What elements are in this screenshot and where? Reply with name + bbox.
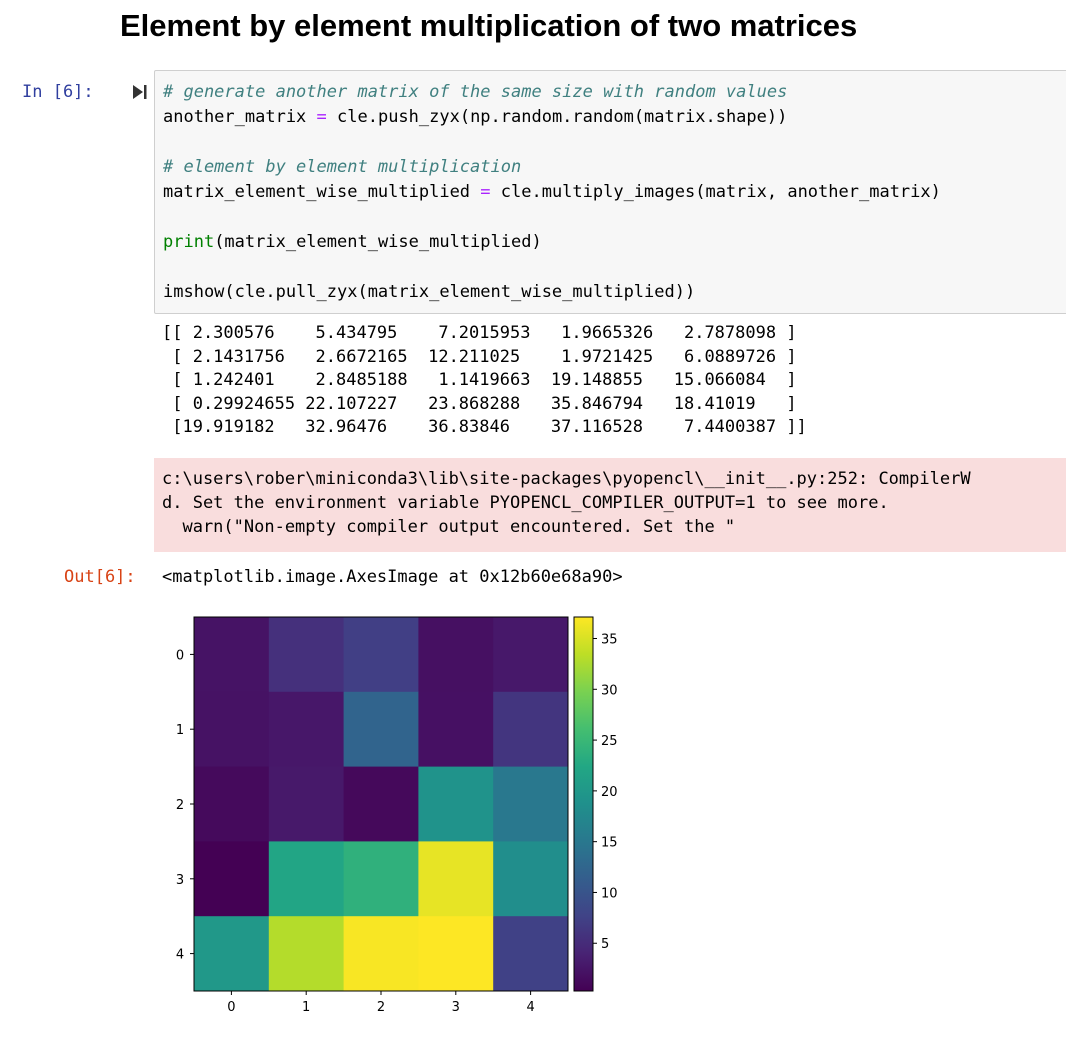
code-token: imshow(cle.pull_zyx(matrix_element_wise_… <box>163 282 696 302</box>
heatmap-plot: 0 1 2 3 4 0 1 2 3 4 5 10 15 20 25 30 35 <box>176 616 618 1015</box>
heatmap-cell <box>493 691 569 768</box>
colorbar <box>573 616 594 992</box>
stdout-output: [[ 2.300576 5.434795 7.2015953 1.9665326… <box>162 323 807 437</box>
stderr-line: c:\users\rober\miniconda3\lib\site-packa… <box>162 469 971 489</box>
stderr-line: d. Set the environment variable PYOPENCL… <box>162 493 889 513</box>
code-comment: # element by element multiplication <box>163 157 522 177</box>
colorbar-tick-label: 15 <box>601 836 618 851</box>
heatmap-cell <box>194 916 270 992</box>
y-tick-label: 0 <box>176 648 184 663</box>
heatmap-cell <box>418 841 494 917</box>
input-prompt: In [6]: <box>22 82 94 102</box>
heatmap-cell <box>343 691 419 768</box>
code-input-area[interactable]: # generate another matrix of the same si… <box>154 70 1066 314</box>
code-line: # generate another matrix of the same si… <box>163 80 787 105</box>
section-heading: Element by element multiplication of two… <box>120 8 858 43</box>
code-line: another_matrix = cle.push_zyx(np.random.… <box>163 105 787 130</box>
heatmap-cell <box>194 617 270 693</box>
y-tick-label: 1 <box>176 723 184 738</box>
heatmap-cell <box>493 617 569 693</box>
code-comment: # generate another matrix of the same si… <box>163 82 788 102</box>
heatmap-cell <box>268 841 345 917</box>
code-token: print <box>163 232 215 252</box>
run-cell-icon[interactable] <box>132 84 148 100</box>
code-token: matrix_element_wise_multiplied <box>163 182 481 202</box>
heatmap-cell <box>418 691 494 768</box>
x-tick-label: 1 <box>302 1000 310 1015</box>
code-line: print(matrix_element_wise_multiplied) <box>163 230 542 255</box>
heatmap-cell <box>343 617 419 693</box>
colorbar-tick-label: 10 <box>601 886 618 901</box>
colorbar-tick-label: 5 <box>601 937 609 952</box>
colorbar-tick-label: 25 <box>601 734 618 749</box>
output-repr: <matplotlib.image.AxesImage at 0x12b60e6… <box>162 567 623 587</box>
code-token: another_matrix <box>163 107 317 127</box>
heatmap-cell <box>268 766 345 842</box>
code-token: = <box>480 182 491 202</box>
code-line: # element by element multiplication <box>163 155 521 180</box>
heatmap-cell <box>194 691 270 768</box>
x-tick-label: 4 <box>526 1000 534 1015</box>
x-tick-label: 2 <box>377 1000 385 1015</box>
colorbar-tick-label: 20 <box>601 785 618 800</box>
y-tick-label: 3 <box>176 873 184 888</box>
heatmap-cell <box>194 766 270 842</box>
code-line: matrix_element_wise_multiplied = cle.mul… <box>163 180 941 205</box>
heatmap-cell <box>268 691 345 768</box>
heatmap-cell <box>343 841 419 917</box>
stderr-line: warn("Non-empty compiler output encounte… <box>162 517 736 537</box>
heatmap-cell <box>493 916 569 992</box>
code-token: = <box>316 107 327 127</box>
heatmap-cell <box>343 916 419 992</box>
heatmap-cell <box>493 766 569 842</box>
code-token: (matrix_element_wise_multiplied) <box>214 232 542 252</box>
code-line: imshow(cle.pull_zyx(matrix_element_wise_… <box>163 280 695 305</box>
code-token: cle.multiply_images(matrix, another_matr… <box>490 182 941 202</box>
x-tick-label: 3 <box>452 1000 460 1015</box>
heatmap-cell <box>418 766 494 842</box>
y-tick-label: 2 <box>176 798 184 813</box>
y-tick-label: 4 <box>176 948 184 963</box>
heatmap-cell <box>343 766 419 842</box>
heatmap-cell <box>418 617 494 693</box>
stderr-text: c:\users\rober\miniconda3\lib\site-packa… <box>162 467 971 539</box>
colorbar-tick-label: 35 <box>601 633 618 648</box>
heatmap-cell <box>268 617 345 693</box>
heatmap-cell <box>194 841 270 917</box>
output-prompt: Out[6]: <box>64 567 136 587</box>
stderr-output: c:\users\rober\miniconda3\lib\site-packa… <box>154 458 1066 552</box>
heatmap-cell <box>268 916 345 992</box>
colorbar-tick-label: 30 <box>601 683 618 698</box>
heatmap-cell <box>493 841 569 917</box>
heatmap-cell <box>418 916 494 992</box>
x-tick-label: 0 <box>227 1000 235 1015</box>
code-token: cle.push_zyx(np.random.random(matrix.sha… <box>326 107 788 127</box>
